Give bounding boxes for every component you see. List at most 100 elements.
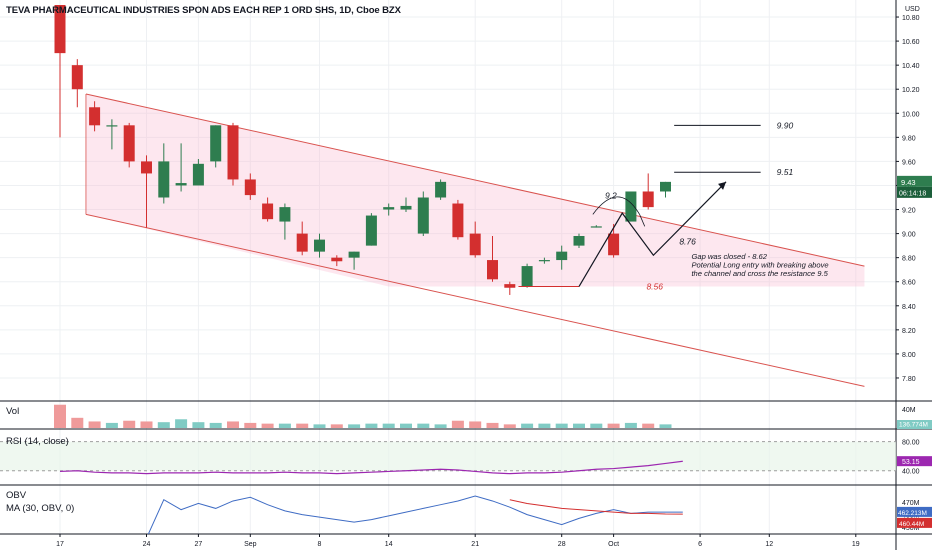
volume-current-value: 136.774M [899, 422, 928, 429]
level-label: 9.51 [777, 167, 794, 177]
candle-body [89, 107, 101, 126]
price-tick-label: 9.20 [902, 208, 916, 215]
price-tick-label: 8.20 [902, 328, 916, 335]
candle-body [123, 125, 135, 162]
candle-body [314, 239, 325, 252]
price-tick-label: 10.00 [902, 111, 920, 118]
price-tick-label: 8.60 [902, 280, 916, 287]
candle-body [435, 181, 447, 198]
time-tick-label: 17 [56, 541, 64, 548]
volume-bar [659, 424, 672, 428]
channel-upper-line [85, 93, 865, 267]
volume-bar [607, 423, 620, 428]
time-tick-label: Sep [244, 541, 257, 548]
obv-ma-line [509, 499, 683, 515]
level-label: 9.90 [777, 120, 794, 130]
chart-title: TEVA PHARMACEUTICAL INDUSTRIES SPON ADS … [6, 5, 401, 16]
time-tick-label: 14 [385, 541, 393, 548]
volume-bar [313, 424, 326, 428]
channel-lower-line [85, 213, 865, 387]
ma-value-tag [897, 517, 932, 528]
rsi-value-tag [897, 456, 932, 467]
volume-bar [400, 423, 412, 428]
volume-bar [348, 424, 361, 428]
price-tick-label: 9.00 [902, 232, 916, 239]
currency-label: USD [905, 6, 920, 13]
volume-bar [330, 424, 343, 428]
obv-tick-label: 450M [902, 525, 920, 532]
countdown-tag [897, 186, 932, 198]
candle-body [192, 163, 204, 186]
note-text: Potential Long entry with breaking above [691, 260, 828, 269]
volume-bar [209, 422, 222, 428]
note-text: the channel and cross the resistance 9.5 [691, 269, 828, 278]
volume-bar [417, 423, 430, 428]
arc-annotation [592, 196, 640, 215]
price-tick-label: 10.80 [902, 15, 920, 22]
volume-bar [123, 420, 136, 428]
note-text: Gap was closed - 8.62 [691, 252, 767, 261]
candle-body [538, 260, 550, 262]
candle-body [210, 125, 222, 162]
volume-bar [54, 404, 66, 428]
ma-current-value: 460.44M [899, 521, 924, 528]
rsi-current-value: 53.15 [902, 459, 920, 466]
volume-bar [434, 424, 447, 428]
volume-pane-label: Vol [6, 406, 20, 417]
volume-bar [590, 423, 603, 428]
candle-body [642, 191, 654, 208]
candles [54, 5, 671, 295]
candle-body [400, 205, 412, 210]
candle-body [279, 207, 291, 222]
volume-bar [624, 422, 637, 428]
time-tick-label: 12 [765, 541, 773, 548]
candle-body [348, 251, 360, 258]
candle-body [608, 233, 620, 256]
volume-bar [227, 421, 239, 428]
candle-body [469, 233, 481, 256]
volume-bar [175, 419, 188, 428]
time-tick-label: Oct [608, 541, 619, 548]
time-tick-label: 6 [698, 541, 702, 548]
volume-value-tag [897, 420, 932, 429]
candle-body [556, 251, 568, 261]
rsi-line [59, 460, 683, 475]
obv-current-value: 462.213M [898, 510, 927, 517]
candle-body [106, 125, 118, 127]
volume-bar [278, 423, 291, 428]
volume-bar [157, 422, 170, 428]
candle-body [590, 226, 602, 228]
volume-bar [521, 423, 534, 428]
candle-body [487, 260, 498, 280]
candle-body [417, 197, 429, 234]
ma-pane-label: MA (30, OBV, 0) [6, 503, 75, 514]
price-tick-label: 8.80 [902, 256, 916, 263]
volume-axis-label: 40M [902, 407, 916, 414]
rsi-tick-label: 80.00 [902, 440, 920, 447]
time-tick-label: 21 [471, 541, 479, 548]
candle-body [331, 257, 343, 262]
volume-bar [503, 424, 516, 428]
volume-bar [244, 422, 257, 428]
candle-body [573, 236, 585, 246]
rsi-pane-label: RSI (14, close) [6, 436, 69, 447]
price-tick-label: 8.00 [902, 352, 916, 359]
volume-bar [365, 423, 378, 428]
candle-body [262, 203, 274, 220]
candle-body [54, 5, 66, 54]
volume-bar [261, 423, 274, 428]
candle-body [175, 183, 187, 186]
candle-body [141, 161, 152, 174]
price-tick-label: 8.40 [902, 304, 916, 311]
time-tick-label: 28 [558, 541, 566, 548]
price-tick-label: 10.60 [902, 39, 920, 46]
price-tick-label: 9.60 [902, 159, 916, 166]
current-price-tag [897, 175, 932, 187]
current-price: 9.43 [901, 178, 916, 187]
volume-bar [555, 423, 568, 428]
price-tick-label: 7.80 [902, 376, 916, 383]
volume-bar [105, 422, 118, 428]
countdown: 06:14:18 [899, 190, 926, 197]
